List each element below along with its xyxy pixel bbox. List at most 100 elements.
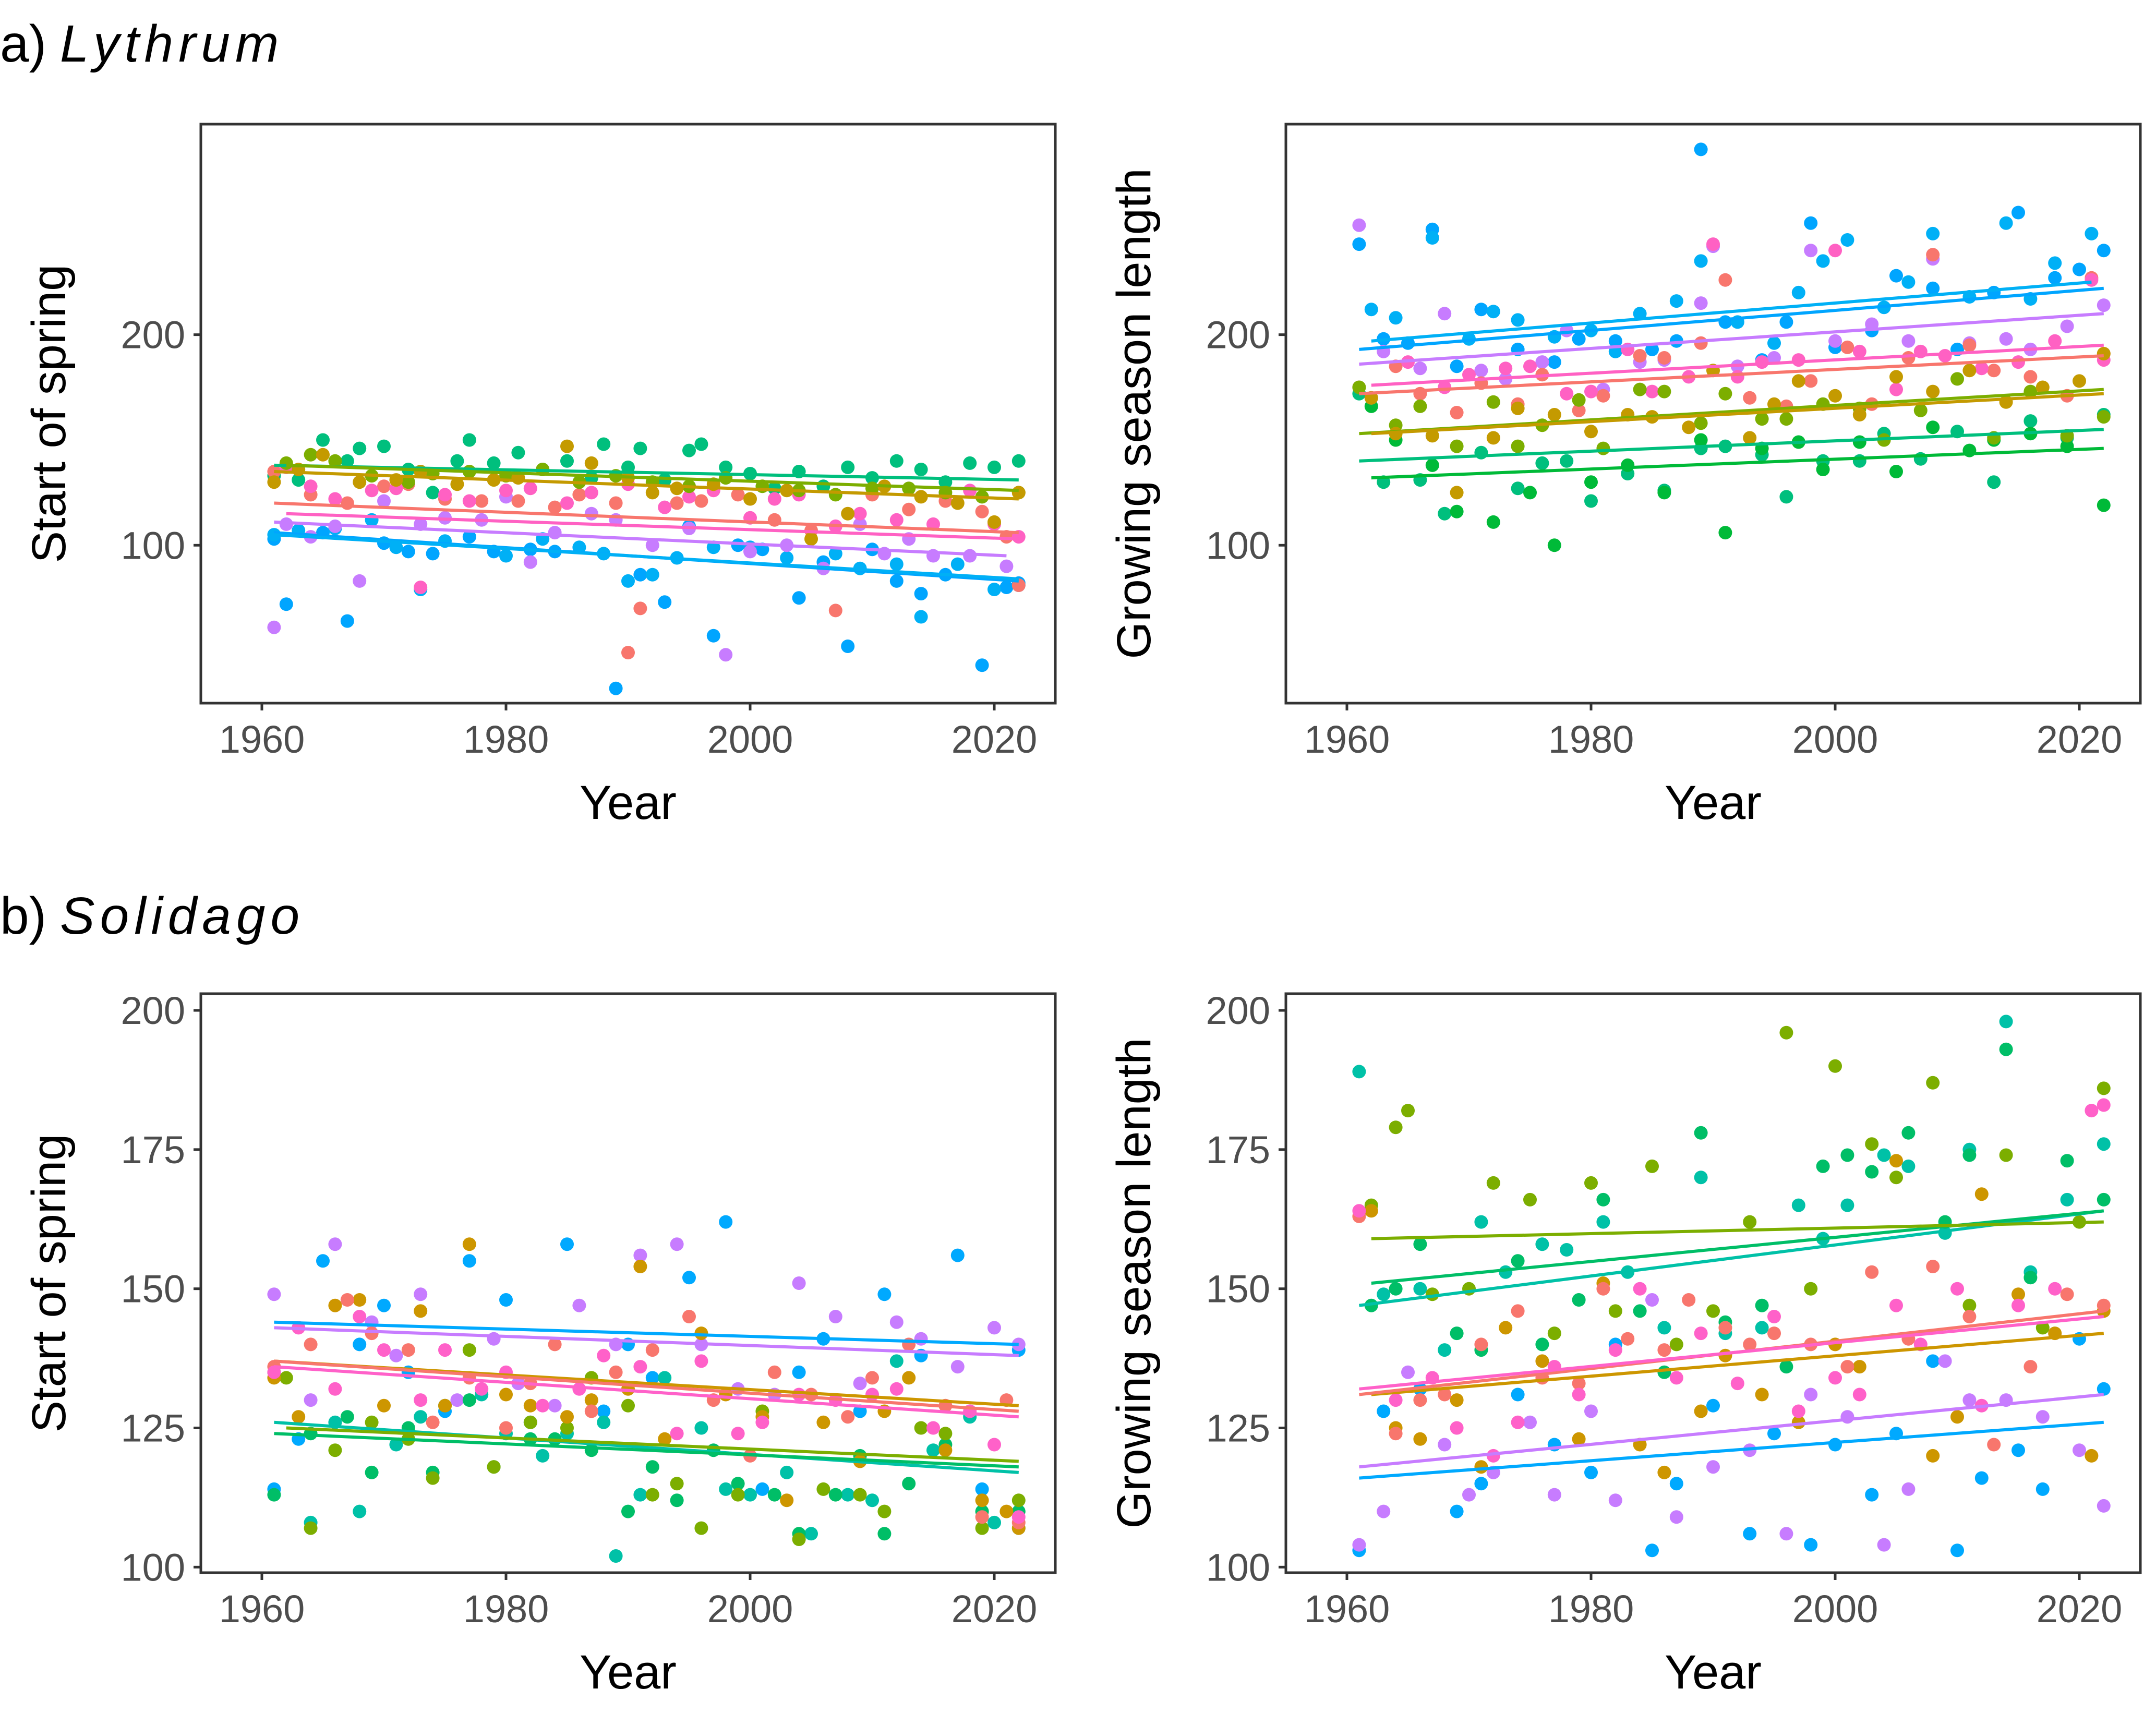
data-point: [2012, 1443, 2025, 1457]
data-point: [1767, 1310, 1781, 1323]
data-point: [1816, 1159, 1830, 1173]
data-point: [1694, 336, 1708, 350]
y-tick-label: 100: [121, 524, 185, 567]
trend-line-3: [274, 1420, 1019, 1474]
data-point: [1974, 1187, 1989, 1201]
data-point: [2085, 273, 2099, 287]
data-point: [560, 496, 574, 510]
data-point: [1584, 384, 1598, 399]
trend-line-2: [1359, 1393, 2104, 1469]
data-point: [1389, 1120, 1403, 1135]
data-point: [1889, 382, 1903, 396]
y-tick-label: 200: [1206, 989, 1270, 1032]
data-point: [1926, 1354, 1940, 1368]
data-point: [975, 1521, 989, 1535]
data-point: [1364, 303, 1378, 317]
data-point: [597, 1415, 611, 1429]
data-point: [1840, 233, 1854, 247]
data-point: [1011, 454, 1026, 468]
data-point: [731, 1477, 745, 1491]
data-point: [1633, 382, 1647, 396]
data-point: [1633, 307, 1647, 321]
data-point: [828, 1310, 842, 1323]
lythrum-growing-season-panel: 1960 1980 2000 2020 100 200 Year Growing season…: [1107, 123, 2142, 829]
data-point: [792, 1533, 806, 1546]
data-point: [1743, 431, 1757, 445]
data-point: [328, 1237, 342, 1251]
data-point: [633, 1248, 647, 1262]
data-point: [682, 490, 696, 504]
data-point: [987, 460, 1001, 474]
data-point: [1474, 1215, 1488, 1229]
data-point: [1999, 332, 2013, 346]
data-point: [828, 1488, 842, 1502]
data-point: [1438, 1343, 1452, 1357]
data-point: [1511, 1415, 1525, 1429]
data-point: [1523, 1192, 1537, 1207]
data-point: [719, 1215, 733, 1229]
data-point: [1438, 307, 1452, 321]
data-point: [2097, 1298, 2111, 1312]
data-point: [1999, 216, 2013, 230]
data-point: [548, 526, 562, 540]
data-point: [1584, 1465, 1598, 1479]
data-point: [743, 1488, 757, 1502]
data-point: [1547, 1326, 1561, 1341]
data-point: [841, 460, 855, 474]
data-point: [1840, 1198, 1854, 1212]
data-point: [1718, 315, 1732, 329]
data-point: [438, 1343, 452, 1357]
data-point: [1889, 1154, 1903, 1168]
data-point: [389, 540, 403, 554]
data-point: [353, 441, 367, 455]
data-point: [645, 538, 659, 552]
data-point: [1450, 1504, 1464, 1518]
data-point: [340, 496, 354, 510]
data-point: [1645, 1159, 1659, 1173]
data-point: [426, 547, 440, 561]
data-point: [1389, 311, 1403, 325]
data-point: [1511, 1388, 1525, 1402]
data-point: [1828, 1438, 1842, 1452]
data-point: [1401, 1104, 1415, 1118]
data-point: [1535, 1337, 1549, 1352]
data-point: [1364, 1204, 1378, 1218]
data-point: [1572, 1293, 1586, 1307]
data-point: [304, 1337, 318, 1352]
y-tick-label: 200: [1206, 313, 1270, 357]
data-point: [2097, 410, 2111, 424]
plot-marks: [1352, 1015, 2111, 1558]
data-point: [2023, 370, 2038, 384]
trend-line-5: [286, 1426, 1019, 1463]
data-point: [670, 496, 684, 510]
data-point: [377, 439, 391, 453]
data-point: [2097, 1098, 2111, 1112]
data-point: [1926, 281, 1940, 295]
x-tick-label: 1980: [1548, 718, 1634, 761]
data-point: [1511, 401, 1525, 415]
data-point: [1718, 526, 1732, 540]
data-point: [1743, 1337, 1757, 1352]
data-point: [316, 448, 330, 462]
data-point: [560, 1421, 574, 1435]
data-point: [1926, 248, 1940, 262]
data-point: [2035, 1482, 2050, 1496]
data-point: [1962, 1393, 1977, 1407]
x-tick-label: 1960: [219, 718, 305, 761]
data-point: [1535, 456, 1549, 470]
data-point: [1633, 1304, 1647, 1318]
data-point: [1425, 458, 1439, 472]
x-axis-title: Year: [1665, 776, 1762, 829]
data-point: [450, 477, 464, 491]
data-point: [1596, 389, 1610, 403]
data-point: [1596, 441, 1610, 455]
data-point: [2097, 347, 2111, 360]
data-point: [1974, 361, 1989, 376]
data-point: [438, 488, 452, 502]
data-point: [682, 443, 696, 457]
data-point: [1962, 1310, 1977, 1323]
data-point: [2073, 262, 2086, 276]
x-tick-label: 1960: [1304, 1587, 1390, 1631]
data-point: [1804, 1282, 1818, 1296]
data-point: [780, 1465, 794, 1479]
